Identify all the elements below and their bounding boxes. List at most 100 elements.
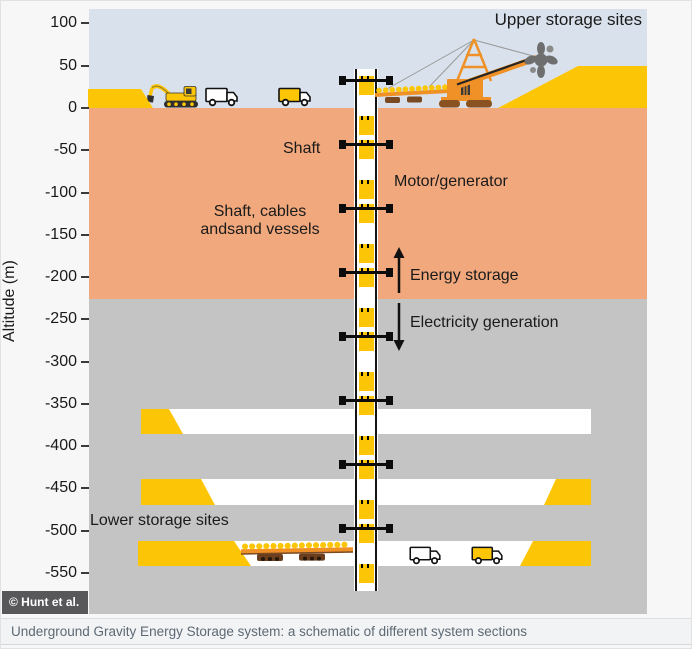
sand-vessel-icon (359, 116, 374, 135)
truck-icon (205, 87, 238, 107)
shaft-bracket (342, 527, 389, 530)
sand-vessel-icon (359, 372, 374, 391)
shaft-bracket (342, 143, 389, 146)
shaft-bracket-block (386, 460, 393, 469)
tunnel-3-sand-fill-right (520, 541, 591, 566)
label-motor-generator: Motor/generator (394, 173, 508, 190)
axis-tick-label: 0 (68, 99, 77, 116)
sand-truck-icon (471, 546, 503, 565)
axis-tick-mark (81, 64, 89, 67)
axis-tick-label: -150 (44, 225, 77, 243)
sand-vessel-icon (359, 180, 374, 199)
shaft-bracket-block (339, 268, 346, 277)
label-upper-storage-sites: Upper storage sites (494, 10, 642, 29)
sand-truck-icon (278, 87, 311, 107)
vessel-hooks (360, 180, 373, 184)
axis-tick-mark (81, 445, 89, 448)
caption-text: Underground Gravity Energy Storage syste… (11, 624, 527, 639)
vessel-hooks (360, 436, 373, 440)
electricity-generation-down-arrow (393, 303, 405, 351)
axis-tick-mark (81, 191, 89, 194)
caption-bar: Underground Gravity Energy Storage syste… (1, 618, 691, 645)
tunnel-2-sand-fill-left (141, 479, 215, 505)
label-lower-storage-sites: Lower storage sites (90, 512, 229, 529)
label-shaft-cables-line2: andsand vessels (200, 221, 320, 238)
credit-badge: © Hunt et al. (2, 591, 89, 614)
axis-tick-label: -500 (44, 521, 77, 539)
shaft-bracket-block (339, 396, 346, 405)
energy-storage-up-arrow (393, 247, 405, 293)
vessel-hooks (360, 372, 373, 376)
axis-tick-label: -50 (53, 141, 77, 159)
vessel-hooks (360, 500, 373, 504)
axis-tick-mark (81, 22, 89, 25)
axis-title: Altitude (m) (1, 260, 18, 342)
sand-vessel-icon (359, 500, 374, 519)
shaft-bracket (342, 271, 389, 274)
axis-tick-mark (81, 360, 89, 363)
shaft-bracket-block (386, 396, 393, 405)
axis-tick-label: -300 (44, 352, 77, 370)
axis-tick-label: -200 (44, 268, 77, 286)
axis-tick-mark (81, 318, 89, 321)
axis-tick-mark (81, 487, 89, 490)
shaft-bracket-block (386, 524, 393, 533)
shaft-rail-right (375, 69, 377, 591)
label-electricity-generation: Electricity generation (410, 314, 559, 331)
vessel-hooks (360, 460, 373, 464)
axis-tick-label: -250 (44, 310, 77, 328)
truck-icon (409, 546, 441, 565)
axis-tick-label: -450 (44, 479, 77, 497)
shaft-rail-left (355, 69, 357, 591)
shaft-bracket (342, 335, 389, 338)
shaft-bracket (342, 207, 389, 210)
vessel-hooks (360, 308, 373, 312)
axis-tick-mark (81, 107, 89, 109)
axis-tick-mark (81, 402, 89, 405)
label-shaft-cables-line1: Shaft, cables (213, 203, 307, 220)
sand-vessel-icon (359, 436, 374, 455)
axis-tick-mark (81, 571, 89, 574)
axis-tick-label: 50 (59, 56, 77, 74)
shaft-bracket-block (386, 268, 393, 277)
label-energy-storage: Energy storage (410, 267, 519, 284)
sand-vessel-icon (359, 308, 374, 327)
sand-vessel-icon (359, 244, 374, 263)
shaft-bracket-block (339, 140, 346, 149)
shaft-bracket-block (386, 76, 393, 85)
label-shaft: Shaft (283, 140, 321, 157)
vessel-hooks (360, 564, 373, 568)
label-shaft-cables-sand-vessels: Shaft, cables andsand vessels (180, 203, 340, 239)
vessel-hooks (360, 244, 373, 248)
shaft-bracket-block (386, 140, 393, 149)
vessel-hooks (360, 116, 373, 120)
vessel-hooks (360, 268, 373, 272)
axis-tick-label: -100 (44, 183, 77, 201)
axis-tick-label: -350 (44, 394, 77, 412)
vessel-hooks (360, 396, 373, 400)
axis-tick-mark (81, 149, 89, 152)
excavator-icon (147, 84, 198, 108)
shaft-bracket-block (339, 460, 346, 469)
vessel-hooks (360, 204, 373, 208)
vessel-hooks (360, 76, 373, 80)
shaft-bracket-block (339, 204, 346, 213)
stacker-crane-icon (374, 38, 558, 108)
axis-tick-mark (81, 276, 89, 279)
axis-tick-mark (81, 233, 89, 236)
conveyor-icon (240, 541, 354, 561)
axis-tick-label: -400 (44, 437, 77, 455)
axis-tick-label: 100 (50, 14, 77, 32)
vessel-hooks (360, 332, 373, 336)
shaft-bracket-block (386, 332, 393, 341)
surface-sand-mound (88, 89, 153, 108)
shaft-bracket-block (339, 76, 346, 85)
vessel-hooks (360, 524, 373, 528)
shaft-bracket (342, 399, 389, 402)
tunnel-3-sand-fill-left (138, 541, 251, 566)
axis-tick-label: -550 (44, 563, 77, 581)
sand-vessel-icon (359, 564, 374, 583)
shaft-bracket (342, 463, 389, 466)
shaft-bracket (342, 79, 389, 82)
